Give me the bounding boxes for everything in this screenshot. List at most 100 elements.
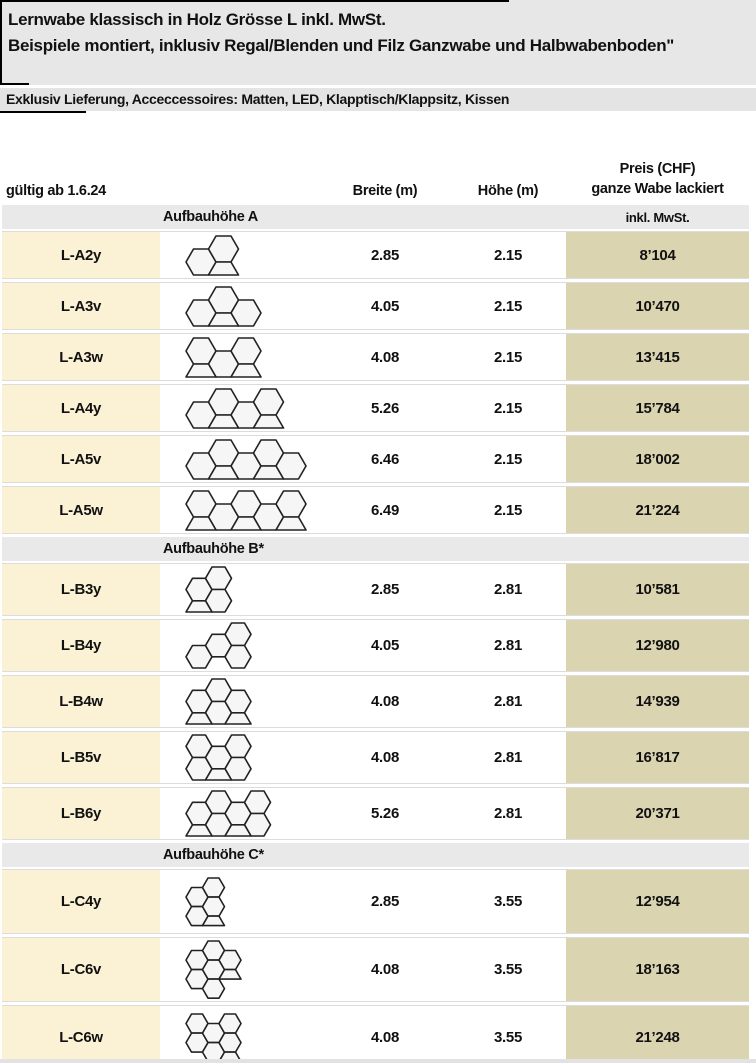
breite-value: 4.08 — [371, 693, 399, 710]
column-header-preis: Preis (CHF) ganze Wabe lackiert — [566, 159, 749, 199]
column-header-preis-line1: Preis (CHF) — [619, 161, 696, 177]
price-value: 20’371 — [566, 788, 749, 839]
model-code: L-A3w — [2, 334, 160, 380]
breite-value: 4.08 — [371, 348, 399, 366]
hoehe-value: 2.81 — [494, 581, 522, 598]
table-row-L-A5v: L-A5v 6.46 2.15 18’002 — [2, 435, 749, 483]
table-row-L-A2y: L-A2y 2.85 2.15 8’104 — [2, 231, 749, 279]
table-row-L-B3y: L-B3y 2.85 2.81 10’581 — [2, 563, 749, 616]
model-code: L-B4y — [2, 620, 160, 671]
section-header: Aufbauhöhe B* — [2, 537, 749, 561]
hoehe-value: 2.81 — [494, 693, 522, 710]
table-row-L-B4y: L-B4y 4.05 2.81 12’980 — [2, 619, 749, 672]
model-code: L-C6v — [2, 938, 160, 1001]
price-value: 18’163 — [566, 938, 749, 1001]
section-header: Aufbauhöhe C* — [2, 843, 749, 867]
honeycomb-diagram — [160, 436, 320, 482]
breite-value: 2.85 — [371, 893, 399, 910]
table-row-L-B4w: L-B4w 4.08 2.81 14’939 — [2, 675, 749, 728]
column-header-preis-line2: ganze Wabe lackiert — [591, 181, 724, 197]
hoehe-value: 2.15 — [494, 501, 522, 519]
price-value: 21’248 — [566, 1006, 749, 1063]
model-code: L-C4y — [2, 870, 160, 933]
honeycomb-diagram — [160, 1006, 320, 1063]
document-title-line1: Lernwabe klassisch in Holz Grösse L inkl… — [8, 10, 386, 29]
column-header-row: gültig ab 1.6.24 Breite (m) Höhe (m) Pre… — [2, 114, 749, 205]
price-value: 15’784 — [566, 385, 749, 431]
table-row-L-A3w: L-A3w 4.08 2.15 13’415 — [2, 333, 749, 381]
price-value: 12’954 — [566, 870, 749, 933]
section-label: Aufbauhöhe A — [163, 209, 258, 225]
honeycomb-diagram — [160, 870, 320, 933]
price-value: 8’104 — [566, 232, 749, 278]
hoehe-value: 3.55 — [494, 1029, 522, 1046]
price-value: 10’581 — [566, 564, 749, 615]
hoehe-value: 3.55 — [494, 961, 522, 978]
table-row-L-B6y: L-B6y 5.26 2.81 20’371 — [2, 787, 749, 840]
breite-value: 4.05 — [371, 297, 399, 315]
breite-value: 5.26 — [371, 399, 399, 417]
model-code: L-B4w — [2, 676, 160, 727]
breite-value: 4.08 — [371, 1029, 399, 1046]
model-code: L-A5v — [2, 436, 160, 482]
hoehe-value: 2.15 — [494, 399, 522, 417]
model-code: L-A2y — [2, 232, 160, 278]
section-label: Aufbauhöhe B* — [163, 541, 264, 557]
model-code: L-B3y — [2, 564, 160, 615]
price-value: 18’002 — [566, 436, 749, 482]
hoehe-value: 2.15 — [494, 348, 522, 366]
hoehe-value: 2.81 — [494, 805, 522, 822]
table-row-L-A3v: L-A3v 4.05 2.15 10’470 — [2, 282, 749, 330]
bottom-divider — [0, 1059, 756, 1063]
breite-value: 6.49 — [371, 501, 399, 519]
hoehe-value: 2.15 — [494, 297, 522, 315]
hoehe-value: 2.81 — [494, 749, 522, 766]
section-header: Aufbauhöhe A inkl. MwSt. — [2, 205, 749, 229]
breite-value: 5.26 — [371, 805, 399, 822]
valid-from-label: gültig ab 1.6.24 — [6, 183, 106, 199]
honeycomb-diagram — [160, 232, 320, 278]
table-row-L-C6w: L-C6w 4.08 3.55 21’248 — [2, 1005, 749, 1063]
hoehe-value: 3.55 — [494, 893, 522, 910]
breite-value: 2.85 — [371, 581, 399, 598]
section-label: Aufbauhöhe C* — [163, 847, 264, 863]
vat-note: inkl. MwSt. — [625, 209, 690, 225]
hoehe-value: 2.15 — [494, 246, 522, 264]
price-value: 12’980 — [566, 620, 749, 671]
honeycomb-diagram — [160, 283, 320, 329]
model-code: L-B6y — [2, 788, 160, 839]
table-row-L-C4y: L-C4y 2.85 3.55 12’954 — [2, 869, 749, 934]
model-code: L-A4y — [2, 385, 160, 431]
column-header-breite: Breite (m) — [352, 183, 418, 199]
breite-value: 4.05 — [371, 637, 399, 654]
honeycomb-diagram — [160, 564, 320, 615]
hoehe-value: 2.15 — [494, 450, 522, 468]
breite-value: 4.08 — [371, 961, 399, 978]
price-value: 21’224 — [566, 487, 749, 533]
price-value: 13’415 — [566, 334, 749, 380]
model-code: L-A5w — [2, 487, 160, 533]
table-row-L-C6v: L-C6v 4.08 3.55 18’163 — [2, 937, 749, 1002]
model-code: L-A3v — [2, 283, 160, 329]
honeycomb-diagram — [160, 385, 320, 431]
column-header-hoehe: Höhe (m) — [477, 183, 539, 199]
honeycomb-diagram — [160, 334, 320, 380]
table-row-L-B5v: L-B5v 4.08 2.81 16’817 — [2, 731, 749, 784]
honeycomb-diagram — [160, 732, 320, 783]
price-value: 16’817 — [566, 732, 749, 783]
honeycomb-diagram — [160, 487, 320, 533]
breite-value: 6.46 — [371, 450, 399, 468]
breite-value: 2.85 — [371, 246, 399, 264]
subtitle-band: Exklusiv Lieferung, Acceccessoires: Matt… — [0, 88, 756, 113]
honeycomb-diagram — [160, 620, 320, 671]
table-row-L-A5w: L-A5w 6.49 2.15 21’224 — [2, 486, 749, 534]
document-title-line2: Beispiele montiert, inklusiv Regal/Blend… — [8, 36, 675, 55]
price-value: 14’939 — [566, 676, 749, 727]
model-code: L-B5v — [2, 732, 160, 783]
honeycomb-diagram — [160, 676, 320, 727]
document-header: Lernwabe klassisch in Holz Grösse L inkl… — [0, 0, 756, 85]
price-table: Aufbauhöhe A inkl. MwSt. L-A2y 2.85 2.15 8’10… — [0, 205, 756, 1063]
honeycomb-diagram — [160, 788, 320, 839]
breite-value: 4.08 — [371, 749, 399, 766]
